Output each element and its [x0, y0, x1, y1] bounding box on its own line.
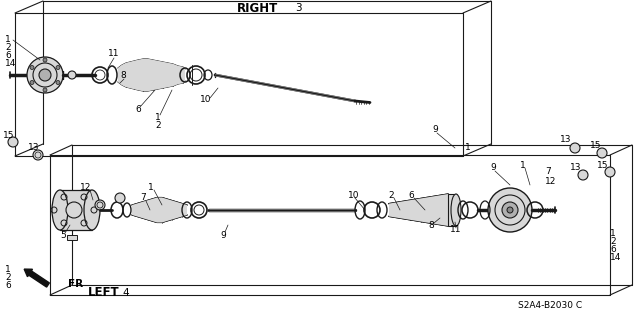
Text: 1: 1	[5, 265, 11, 275]
Ellipse shape	[66, 202, 82, 218]
Text: 11: 11	[450, 226, 461, 234]
Polygon shape	[389, 194, 448, 226]
Ellipse shape	[97, 202, 103, 208]
Ellipse shape	[56, 80, 60, 85]
Text: 13: 13	[28, 144, 40, 152]
Text: 14: 14	[610, 254, 621, 263]
Ellipse shape	[52, 190, 68, 230]
Text: 6: 6	[135, 106, 141, 115]
Ellipse shape	[30, 80, 34, 85]
Ellipse shape	[30, 65, 34, 70]
Ellipse shape	[8, 137, 18, 147]
Text: 2: 2	[5, 273, 11, 283]
Text: 1: 1	[465, 144, 471, 152]
Text: 4: 4	[122, 288, 129, 298]
Polygon shape	[118, 59, 185, 91]
Text: 6: 6	[610, 246, 616, 255]
Text: 13: 13	[560, 136, 572, 145]
Text: 2: 2	[610, 238, 616, 247]
Text: 9: 9	[432, 125, 438, 135]
FancyArrow shape	[24, 269, 49, 287]
Ellipse shape	[43, 58, 47, 62]
Polygon shape	[132, 197, 187, 222]
Text: 14: 14	[5, 60, 17, 69]
Ellipse shape	[605, 167, 615, 177]
Text: RIGHT: RIGHT	[237, 2, 278, 14]
Ellipse shape	[597, 148, 607, 158]
Text: 1: 1	[520, 160, 525, 169]
Ellipse shape	[488, 188, 532, 232]
Ellipse shape	[56, 65, 60, 70]
Text: 1: 1	[610, 229, 616, 239]
Text: 9: 9	[220, 231, 226, 240]
Text: 6: 6	[408, 190, 413, 199]
Text: 8: 8	[120, 71, 125, 80]
Text: 15: 15	[3, 130, 15, 139]
Ellipse shape	[95, 200, 105, 210]
Text: S2A4-B2030 C: S2A4-B2030 C	[518, 301, 582, 310]
Polygon shape	[67, 235, 77, 240]
Ellipse shape	[507, 207, 513, 213]
Ellipse shape	[578, 170, 588, 180]
Text: 10: 10	[348, 190, 360, 199]
Polygon shape	[60, 190, 92, 230]
Polygon shape	[118, 59, 185, 91]
Text: 5: 5	[60, 231, 66, 240]
Text: 15: 15	[597, 160, 609, 169]
Text: 2: 2	[5, 43, 11, 53]
Ellipse shape	[39, 69, 51, 81]
Ellipse shape	[43, 88, 47, 92]
Ellipse shape	[502, 202, 518, 218]
Text: 2: 2	[155, 122, 161, 130]
Ellipse shape	[451, 194, 461, 226]
Ellipse shape	[115, 193, 125, 203]
Ellipse shape	[570, 143, 580, 153]
Text: 7: 7	[140, 194, 146, 203]
Text: 1: 1	[148, 182, 154, 191]
Text: 8: 8	[428, 220, 434, 229]
Text: 10: 10	[200, 95, 211, 105]
Ellipse shape	[84, 190, 100, 230]
Text: 6: 6	[5, 51, 11, 61]
Text: 3: 3	[295, 3, 301, 13]
Text: 9: 9	[490, 164, 496, 173]
Text: 12: 12	[80, 182, 92, 191]
Text: LEFT: LEFT	[88, 286, 120, 300]
Ellipse shape	[68, 71, 76, 79]
Text: 13: 13	[570, 164, 582, 173]
Text: 2: 2	[388, 190, 394, 199]
Text: 1: 1	[155, 114, 161, 122]
Text: 7: 7	[545, 167, 551, 176]
Text: 15: 15	[590, 140, 602, 150]
Ellipse shape	[33, 150, 43, 160]
Ellipse shape	[27, 57, 63, 93]
Polygon shape	[448, 194, 456, 226]
Text: 11: 11	[108, 49, 120, 58]
Text: 1: 1	[5, 35, 11, 44]
Text: 6: 6	[5, 281, 11, 291]
Text: 12: 12	[545, 177, 556, 187]
Text: FR: FR	[68, 279, 83, 289]
